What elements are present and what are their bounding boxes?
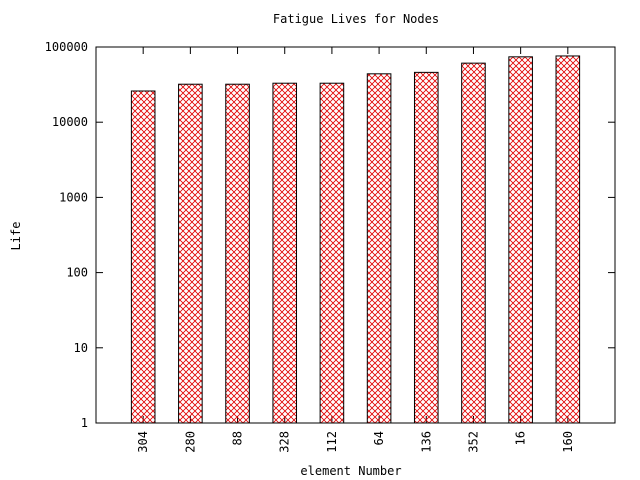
bar [319,82,345,424]
chart-title: Fatigue Lives for Nodes [273,12,439,26]
x-tick-label: 88 [231,431,245,445]
y-axis-label: Life [9,222,23,251]
bar [272,82,298,424]
x-tick-label: 136 [419,431,433,453]
y-tick-label: 10000 [52,115,88,129]
y-tick-label: 1 [81,416,88,430]
y-tick-label: 10 [74,341,88,355]
plot-border [95,46,616,424]
x-tick-label: 64 [372,431,386,445]
bar [225,83,250,424]
bar [413,71,439,424]
y-tick-label: 1000 [59,190,88,204]
x-tick-label: 112 [325,431,339,453]
bar [508,56,533,424]
x-axis-label: element Number [300,464,401,478]
y-tick-label: 100000 [45,40,88,54]
bar [461,62,486,424]
x-tick-label: 16 [514,431,528,445]
bar [130,90,156,424]
x-tick-label: 352 [466,431,480,453]
bar [178,83,203,424]
bar [555,55,581,424]
x-tick-label: 160 [561,431,575,453]
x-tick-label: 280 [183,431,197,453]
bar [366,73,392,424]
y-tick-label: 100 [66,266,88,280]
x-tick-label: 304 [136,431,150,453]
x-tick-label: 328 [278,431,292,453]
